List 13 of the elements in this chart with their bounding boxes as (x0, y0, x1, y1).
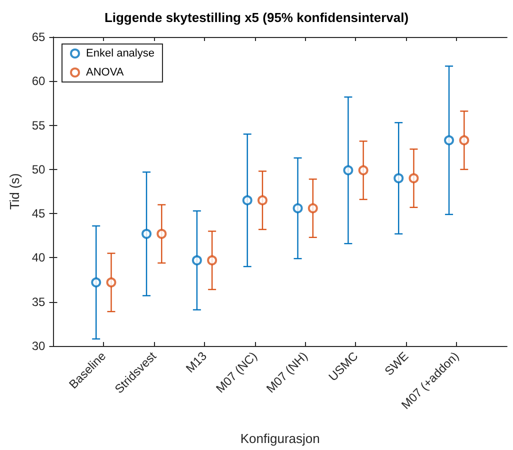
y-tick-label: 35 (32, 294, 46, 309)
legend-label: Enkel analyse (86, 48, 154, 60)
y-tick-label: 50 (32, 162, 46, 176)
y-tick-label: 60 (32, 74, 46, 88)
x-axis-title: Konfigurasjon (240, 431, 320, 446)
y-tick-label: 30 (32, 339, 46, 353)
y-tick-label: 40 (32, 250, 46, 265)
legend-label: ANOVA (86, 66, 124, 78)
chart-title: Liggende skytestilling x5 (95% konfidensinterval) (104, 10, 409, 25)
y-tick-label: 45 (32, 206, 46, 221)
y-tick-label: 65 (32, 30, 46, 44)
y-axis-title: Tid (s) (7, 173, 22, 210)
y-tick-label: 55 (32, 118, 46, 132)
